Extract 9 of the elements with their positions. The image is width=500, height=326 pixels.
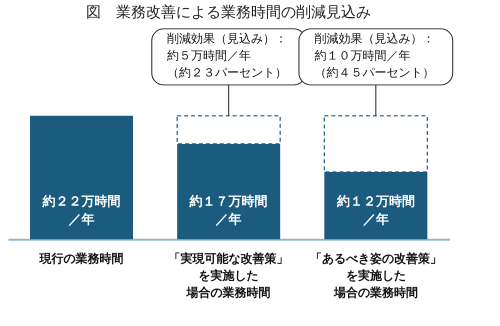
annotation: 削減効果（見込み）：約５万時間／年（約２３パーセント） [167, 32, 288, 80]
chart-title: 図 業務改善による業務時間の削減見込み [86, 3, 372, 22]
x-tick-label: 「あるべき姿の改善策」を実施した場合の業務時間 [310, 252, 442, 300]
x-tick-label: 「実現可能な改善策」を実施した場合の業務時間 [168, 252, 289, 300]
annotation: 削減効果（見込み）：約１０万時間／年（約４５パーセント） [314, 32, 434, 80]
x-tick-label: 現行の業務時間 [38, 252, 124, 266]
data-label: 約１７万時間／年 [188, 194, 268, 228]
data-label: 約２２万時間／年 [42, 194, 121, 228]
data-label: 約１２万時間／年 [336, 194, 415, 228]
